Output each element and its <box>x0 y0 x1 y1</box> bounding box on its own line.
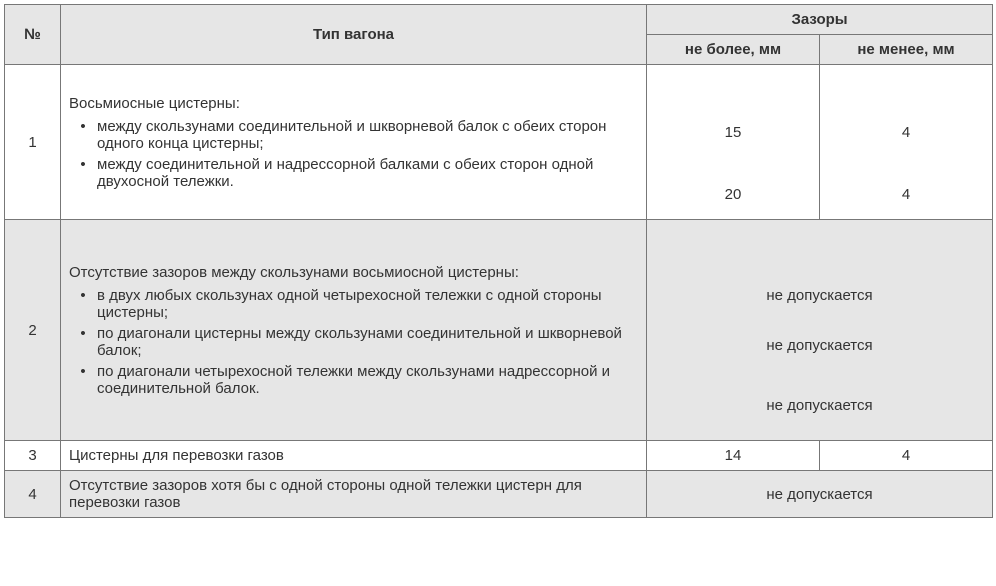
row-number: 3 <box>5 441 61 471</box>
row-description: Отсутствие зазоров хотя бы с одной сторо… <box>61 471 647 518</box>
value-max: 20 <box>647 169 819 219</box>
table-header: № Тип вагона Зазоры не более, мм не мене… <box>5 5 993 65</box>
bullet-text: между соединительной и надрессорной балк… <box>97 156 638 190</box>
bullet-icon: • <box>69 118 97 152</box>
row-values-merged: не допускается не допускается не допуска… <box>647 220 993 441</box>
row-description: Восьмиосные цистерны: • между скользунам… <box>61 65 647 220</box>
table-row: 4 Отсутствие зазоров хотя бы с одной сто… <box>5 471 993 518</box>
value-min: 4 <box>820 441 993 471</box>
row-number: 1 <box>5 65 61 220</box>
bullet-icon: • <box>69 287 97 321</box>
value-min: 4 <box>820 95 992 169</box>
value-merged: не допускается <box>647 370 992 440</box>
bullet-text: в двух любых скользунах одной четырехосн… <box>97 287 638 321</box>
bullet-text: между скользунами соединительной и шквор… <box>97 118 638 152</box>
col-header-gaps: Зазоры <box>647 5 993 35</box>
bullet-icon: • <box>69 156 97 190</box>
bullet-text: по диагонали цистерны между скользунами … <box>97 325 638 359</box>
bullet-text: по диагонали четырехосной тележки между … <box>97 363 638 397</box>
row-items: • в двух любых скользунах одной четырехо… <box>69 285 638 399</box>
bullet-icon: • <box>69 363 97 397</box>
value-min: 4 <box>820 169 992 219</box>
gaps-table: № Тип вагона Зазоры не более, мм не мене… <box>4 4 993 518</box>
value-merged: не допускается <box>647 270 992 320</box>
col-header-min: не менее, мм <box>820 35 993 65</box>
row-number: 2 <box>5 220 61 441</box>
row-description: Цистерны для перевозки газов <box>61 441 647 471</box>
value-merged: не допускается <box>647 471 993 518</box>
table-row: 3 Цистерны для перевозки газов 14 4 <box>5 441 993 471</box>
value-max: 15 <box>647 95 819 169</box>
table-row: 1 Восьмиосные цистерны: • между скользун… <box>5 65 993 220</box>
row-intro: Отсутствие зазоров между скользунами вос… <box>69 264 638 281</box>
row-values-max: 15 20 <box>647 65 820 220</box>
table-row: 2 Отсутствие зазоров между скользунами в… <box>5 220 993 441</box>
col-header-num: № <box>5 5 61 65</box>
row-values-min: 4 4 <box>820 65 993 220</box>
row-description: Отсутствие зазоров между скользунами вос… <box>61 220 647 441</box>
col-header-max: не более, мм <box>647 35 820 65</box>
bullet-icon: • <box>69 325 97 359</box>
row-items: • между скользунами соединительной и шкв… <box>69 116 638 192</box>
row-intro: Восьмиосные цистерны: <box>69 95 638 112</box>
value-max: 14 <box>647 441 820 471</box>
col-header-type: Тип вагона <box>61 5 647 65</box>
row-number: 4 <box>5 471 61 518</box>
value-merged: не допускается <box>647 320 992 370</box>
